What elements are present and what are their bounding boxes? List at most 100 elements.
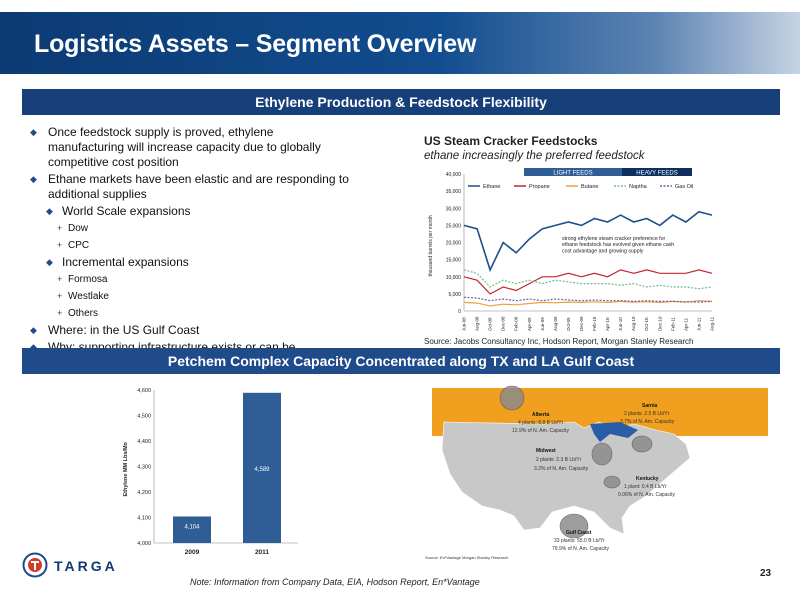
x-tick-label: Aug-10 (631, 316, 636, 331)
x-tick-label: Feb-11 (670, 317, 675, 331)
chart-annotation: strong ethylene steam cracker preference… (562, 236, 674, 254)
series-line-gas-oil (463, 296, 713, 303)
chart-annotation-line: ethane feedstock has evolved given ethan… (562, 242, 674, 248)
feedstock-chart-subtitle: ethane increasingly the preferred feedst… (424, 150, 645, 162)
map-label-sarnia-line1: 2 plants: 2.5 B Lb/Yr (624, 411, 670, 417)
map-label-sarnia-line2: 3.7% of N. Am. Capacity (620, 419, 675, 425)
x-tick-label: Dec-09 (579, 316, 584, 331)
bar-y-tick-label: 4,000 (137, 541, 151, 547)
x-tick-label: Aug-11 (710, 316, 715, 331)
map-label-alberta-name: Alberta (532, 412, 549, 418)
legend-label: Propane (529, 184, 550, 190)
map-label-midwest-line1: 2 plants: 2.3 B Lb/Yr (536, 457, 582, 463)
x-tick-label: Feb-09 (514, 316, 519, 331)
bullet-item: CPC (30, 238, 350, 253)
map-great-lakes (590, 422, 638, 442)
map-label-kentucky-line1: 1 plant: 0.4 B Lb/Yr (624, 484, 667, 490)
x-tick-label: Oct-09 (566, 317, 571, 331)
map-region-sarnia (631, 435, 653, 453)
page-title: Logistics Assets – Segment Overview (34, 30, 477, 58)
x-tick-label: Jun-08 (462, 317, 467, 331)
bar-y-tick-label: 4,100 (137, 516, 151, 522)
y-tick-label: 10,000 (446, 275, 462, 281)
bullet-item: Others (30, 306, 350, 321)
map-label-kentucky-name: Kentucky (636, 476, 659, 482)
bullet-item: Ethane markets have been elastic and are… (30, 172, 350, 202)
map-label-midwest-name: Midwest (536, 448, 556, 454)
bar-2011 (243, 392, 281, 543)
page-number: 23 (760, 568, 772, 579)
bar-y-tick-label: 4,300 (137, 465, 151, 471)
footer-note: Note: Information from Company Data, EIA… (190, 577, 480, 587)
feedstock-chart-title: US Steam Cracker Feedstocks (424, 134, 598, 148)
map-label-gulf-line2: 79.9% of N. Am. Capacity (552, 546, 609, 552)
bar-y-tick-label: 4,200 (137, 490, 151, 496)
light-feeds-label: LIGHT FEEDS (553, 171, 592, 177)
map-label-kentucky-line2: 0.06% of N. Am. Capacity (618, 492, 675, 498)
map-source: Source: En*Vantage Morgan Stanley Resear… (425, 555, 509, 560)
bar-value-label: 4,589 (254, 467, 270, 473)
bar-category-label: 2009 (185, 549, 200, 556)
x-tick-label: Dec-08 (501, 316, 506, 331)
bullet-item: Formosa (30, 272, 350, 287)
bullet-item: Incremental expansions (30, 255, 350, 270)
map-region-midwest (591, 442, 613, 466)
y-tick-label: 40,000 (446, 172, 462, 178)
targa-logo-text: TARGA (54, 558, 118, 574)
map-region-gulf-coast (559, 513, 589, 539)
heavy-feeds-label: HEAVY FEEDS (636, 171, 677, 177)
legend-label: Ethane (483, 184, 500, 190)
section-band-feedstock: Ethylene Production & Feedstock Flexibil… (22, 89, 780, 115)
feedstock-line-chart: LIGHT FEEDS HEAVY FEEDS 0 5,000 10,000 15,000… (428, 168, 715, 331)
y-tick-label: 25,000 (446, 223, 462, 229)
y-tick-label: 20,000 (446, 241, 462, 247)
legend-label: Butane (581, 184, 598, 190)
y-tick-label: 30,000 (446, 206, 462, 212)
map-region-alberta (499, 385, 525, 411)
y-tick-label: 0 (458, 309, 461, 315)
title-bar (0, 12, 800, 74)
bar-y-tick-label: 4,500 (137, 414, 151, 420)
bullet-item: Once feedstock supply is proved, ethylen… (30, 125, 350, 170)
north-america-map: Alberta 4 plants: 8.8 B Lb/Yr 12.9% of N… (432, 385, 768, 552)
map-label-alberta-line1: 4 plants: 8.8 B Lb/Yr (518, 420, 564, 426)
series-line-naptha (463, 269, 713, 290)
y-axis-label: thousand barrels per month (428, 215, 434, 276)
bullet-item: Where: in the US Gulf Coast (30, 323, 350, 338)
bullet-list: Once feedstock supply is proved, ethylen… (30, 125, 350, 372)
x-tick-label: Dec-10 (657, 316, 662, 331)
legend-label: Naptha (629, 184, 648, 190)
light-feeds-bar (524, 168, 622, 176)
bar-y-axis-label: Ethylene MM Lbs/Mo (123, 441, 129, 496)
x-tick-label: Apr-09 (527, 317, 532, 331)
section-band-petchem: Petchem Complex Capacity Concentrated al… (22, 348, 780, 374)
bar-2009 (173, 516, 211, 543)
x-tick-label: Oct-10 (644, 317, 649, 331)
legend-label: Gas Oil (675, 184, 693, 190)
bar-category-label: 2011 (255, 549, 269, 556)
ethylene-bar-chart: 4,000 4,100 4,200 4,300 4,400 4,500 4,600 Ethyl… (123, 388, 298, 556)
feedstock-chart-source: Source: Jacobs Consultancy Inc, Hodson R… (424, 337, 694, 346)
x-tick-label: Feb-10 (592, 316, 597, 331)
chart-annotation-line: cost advantage and growing supply (562, 248, 644, 254)
map-label-sarnia-name: Sarnia (642, 403, 658, 409)
x-tick-label: Jun-11 (696, 317, 701, 331)
map-label-alberta-line2: 12.9% of N. Am. Capacity (512, 428, 569, 434)
series-line-ethane (463, 210, 713, 273)
x-tick-label: Jun-09 (540, 317, 545, 331)
map-label-gulf-name: Gulf Coast (566, 530, 592, 536)
bar-value-label: 4,104 (184, 524, 200, 530)
y-tick-label: 15,000 (446, 258, 462, 264)
map-label-midwest-line2: 3.3% of N. Am. Capacity (534, 466, 589, 472)
bar-y-tick-label: 4,400 (137, 439, 151, 445)
heavy-feeds-bar (622, 168, 692, 176)
x-tick-label: Jun-10 (618, 317, 623, 331)
bullet-item: World Scale expansions (30, 204, 350, 219)
x-tick-label: Aug-09 (553, 316, 558, 331)
map-region-kentucky (603, 475, 621, 489)
x-tick-label: Oct-08 (488, 317, 493, 331)
bullet-item: Dow (30, 221, 350, 236)
y-tick-label: 5,000 (448, 292, 461, 298)
x-tick-label: Aug-08 (475, 316, 480, 331)
chart-annotation-line: strong ethylene steam cracker preference… (562, 236, 665, 242)
